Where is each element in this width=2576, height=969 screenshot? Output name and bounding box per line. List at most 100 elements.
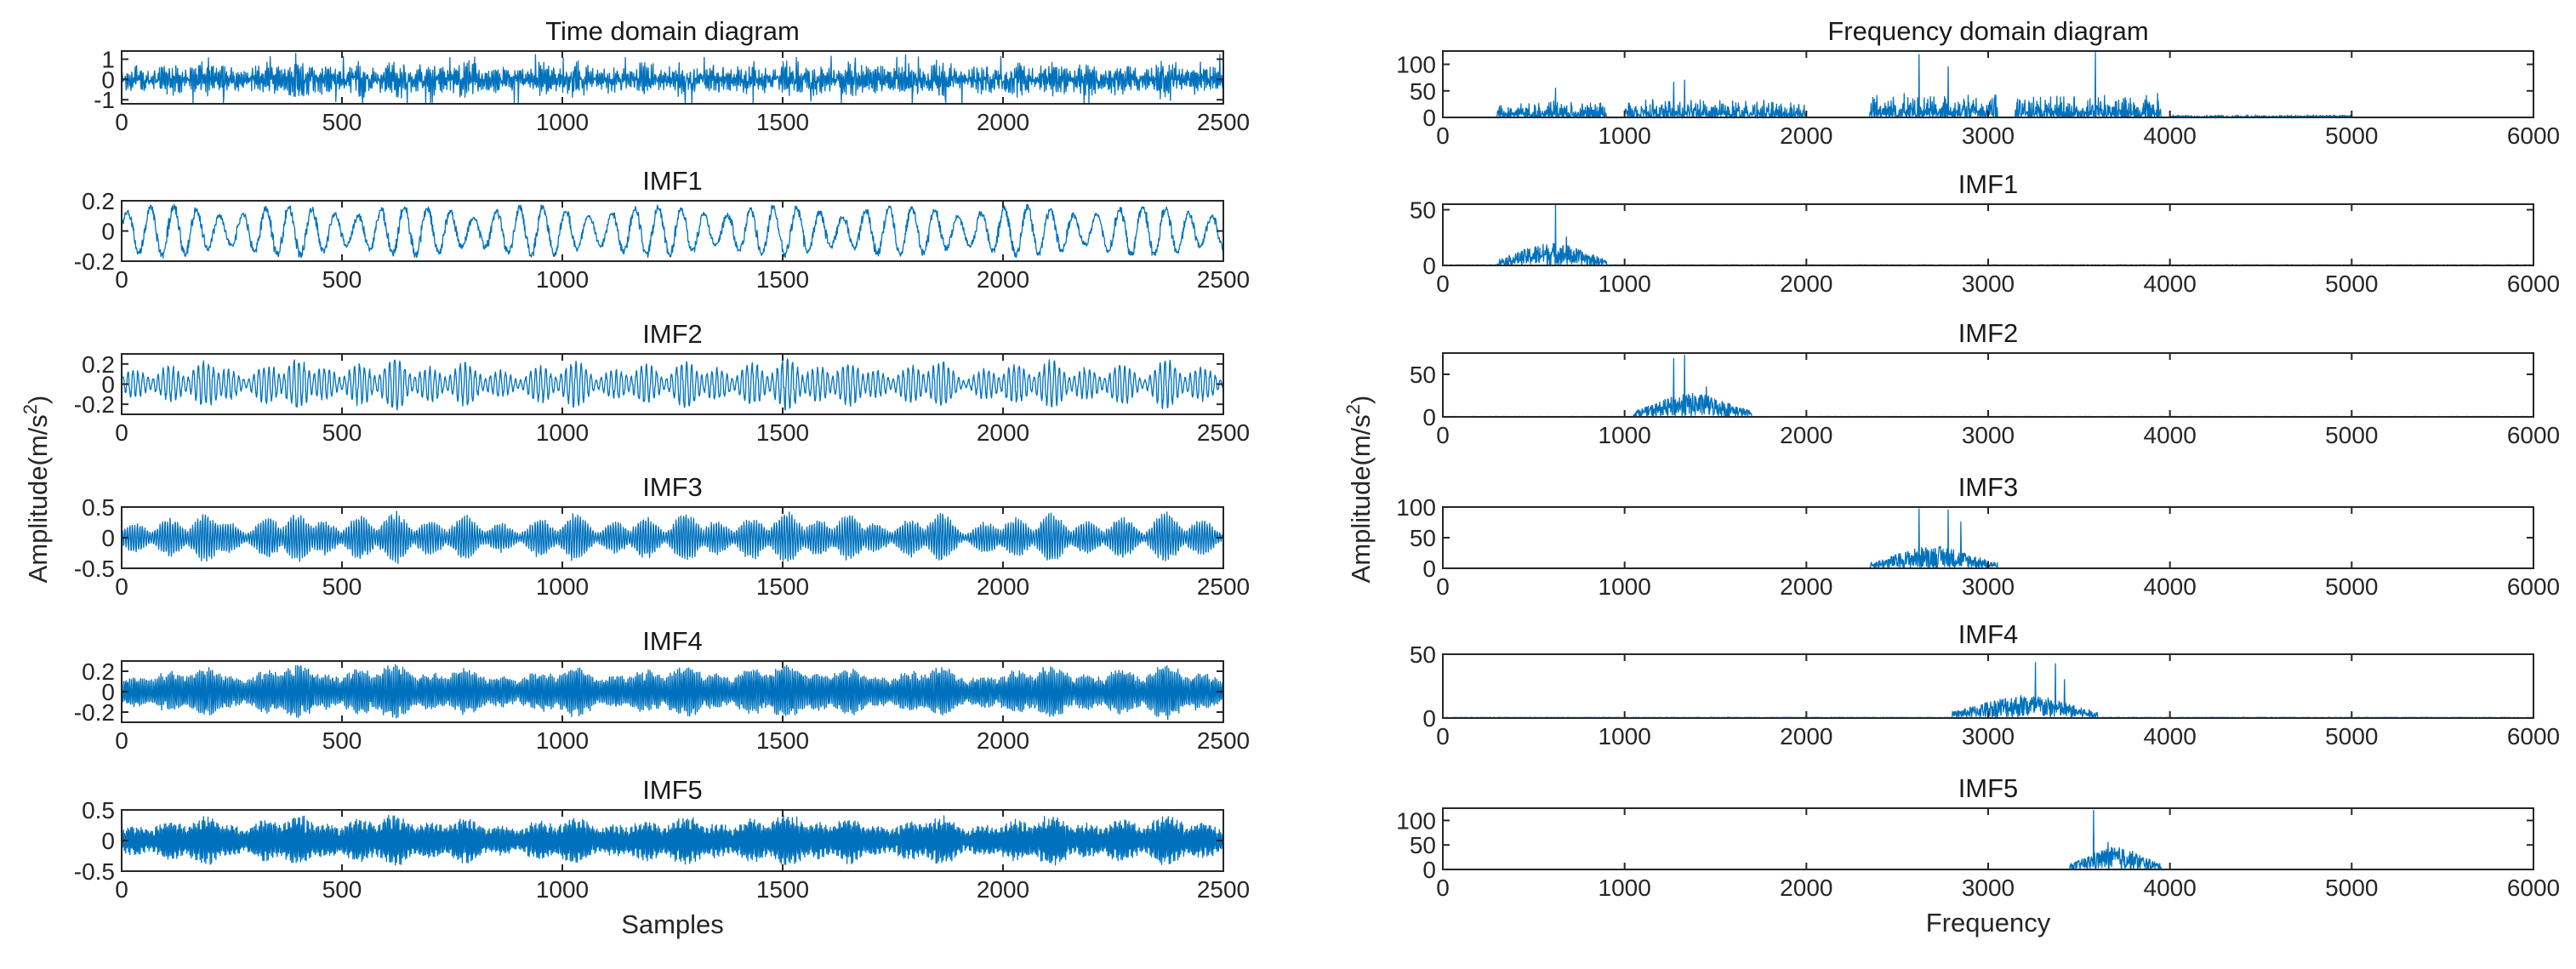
y-tick-label: 1 bbox=[101, 47, 115, 73]
x-tick-label: 6000 bbox=[2507, 573, 2560, 600]
y-tick-label: -0.5 bbox=[74, 858, 115, 885]
spectrum-line-3 bbox=[1442, 508, 2534, 569]
x-axis-label: Frequency bbox=[1926, 908, 2051, 938]
x-tick-label: 4000 bbox=[2144, 875, 2197, 901]
left-y-axis-label-close: ) bbox=[23, 396, 53, 404]
x-tick-label: 1000 bbox=[1599, 573, 1651, 600]
x-tick-label: 0 bbox=[115, 876, 128, 903]
y-tick-label: 50 bbox=[1410, 641, 1436, 668]
y-tick-label: 0.2 bbox=[82, 188, 115, 214]
x-tick-label: 3000 bbox=[1962, 422, 2015, 448]
subplot-title: IMF1 bbox=[1958, 169, 2019, 199]
x-tick-label: 1000 bbox=[1599, 422, 1651, 448]
y-tick-label: -0.2 bbox=[74, 699, 115, 726]
y-tick-label: 100 bbox=[1396, 807, 1436, 834]
signal-line-5 bbox=[121, 814, 1224, 866]
x-tick-label: 2000 bbox=[977, 109, 1029, 135]
x-tick-label: 3000 bbox=[1962, 271, 2015, 297]
x-tick-label: 1000 bbox=[536, 109, 589, 135]
x-tick-label: 6000 bbox=[2507, 271, 2560, 297]
x-tick-label: 2000 bbox=[977, 419, 1029, 446]
subplot-title: Frequency domain diagram bbox=[1827, 16, 2148, 46]
y-tick-label: 50 bbox=[1410, 78, 1436, 105]
x-tick-label: 1000 bbox=[536, 876, 589, 903]
x-tick-label: 2000 bbox=[977, 876, 1029, 903]
y-tick-label: 0 bbox=[101, 219, 115, 245]
x-tick-label: 500 bbox=[322, 727, 362, 754]
y-tick-label: 0 bbox=[1422, 253, 1436, 279]
axes-frame bbox=[1442, 506, 2534, 569]
x-tick-label: 5000 bbox=[2325, 271, 2378, 297]
x-tick-label: 2000 bbox=[1780, 875, 1832, 901]
x-tick-label: 0 bbox=[1436, 723, 1450, 750]
subplot-title: IMF5 bbox=[642, 775, 703, 805]
right-y-axis-label-close: ) bbox=[1346, 396, 1376, 404]
subplot-title: IMF3 bbox=[642, 472, 703, 502]
x-tick-label: 2500 bbox=[1197, 419, 1250, 446]
subplot-title: IMF1 bbox=[642, 166, 703, 196]
x-tick-label: 2500 bbox=[1197, 266, 1250, 293]
x-tick-label: 3000 bbox=[1962, 573, 2015, 600]
x-tick-label: 1500 bbox=[756, 109, 809, 135]
x-tick-label: 3000 bbox=[1962, 723, 2015, 750]
x-tick-label: 2500 bbox=[1197, 727, 1250, 754]
y-tick-label: 100 bbox=[1396, 494, 1436, 521]
y-tick-label: 50 bbox=[1410, 197, 1436, 224]
subplot-title: IMF4 bbox=[642, 626, 703, 656]
right-y-axis-label-superscript: 2 bbox=[1342, 404, 1364, 414]
x-tick-label: 500 bbox=[322, 876, 362, 903]
axes-frame bbox=[1442, 203, 2534, 266]
subplot-title: Time domain diagram bbox=[545, 16, 800, 46]
x-tick-label: 0 bbox=[115, 419, 128, 446]
x-tick-label: 1000 bbox=[1599, 123, 1651, 149]
x-tick-label: 4000 bbox=[2144, 723, 2197, 750]
x-tick-label: 5000 bbox=[2325, 123, 2378, 149]
y-tick-label: 50 bbox=[1410, 525, 1436, 551]
freq-panel-4: 0 1000 2000 3000 4000 5000 6000 50 0 IMF4 bbox=[1410, 619, 2560, 750]
x-tick-label: 4000 bbox=[2144, 123, 2197, 149]
axes-frame bbox=[1442, 352, 2534, 418]
x-tick-label: 2500 bbox=[1197, 573, 1250, 600]
x-tick-label: 5000 bbox=[2325, 573, 2378, 600]
x-tick-label: 1500 bbox=[756, 573, 809, 600]
x-tick-label: 4000 bbox=[2144, 271, 2197, 297]
subplot-title: IMF5 bbox=[1958, 773, 2019, 803]
x-tick-label: 2500 bbox=[1197, 876, 1250, 903]
x-tick-label: 4000 bbox=[2144, 573, 2197, 600]
x-tick-label: 0 bbox=[1436, 875, 1450, 901]
x-tick-label: 6000 bbox=[2507, 875, 2560, 901]
spectrum-line-4 bbox=[1442, 662, 2534, 719]
x-tick-label: 0 bbox=[1436, 573, 1450, 600]
x-tick-label: 6000 bbox=[2507, 123, 2560, 149]
x-tick-label: 1000 bbox=[536, 419, 589, 446]
y-tick-label: 50 bbox=[1410, 832, 1436, 858]
x-tick-label: 5000 bbox=[2325, 875, 2378, 901]
x-tick-label: 1500 bbox=[756, 876, 809, 903]
spectrum-line-2 bbox=[1442, 354, 2534, 418]
y-tick-label: -1 bbox=[94, 87, 115, 113]
x-tick-label: 6000 bbox=[2507, 723, 2560, 750]
left-y-axis-label-text: Amplitude(m/s bbox=[23, 414, 53, 583]
signal-line-1 bbox=[121, 203, 1224, 259]
y-tick-label: 0 bbox=[1422, 105, 1436, 131]
y-tick-label: 0 bbox=[101, 372, 115, 398]
x-tick-label: 0 bbox=[115, 573, 128, 600]
x-tick-label: 1000 bbox=[536, 573, 589, 600]
subplot-title: IMF2 bbox=[1958, 318, 2019, 348]
x-tick-label: 3000 bbox=[1962, 875, 2015, 901]
x-tick-label: 2500 bbox=[1197, 109, 1250, 135]
x-tick-label: 2000 bbox=[977, 266, 1029, 293]
subplot-title: IMF2 bbox=[642, 319, 703, 349]
x-tick-label: 0 bbox=[1436, 422, 1450, 448]
signal-line-3 bbox=[121, 510, 1224, 564]
y-tick-label: -0.5 bbox=[74, 556, 115, 582]
axes-frame bbox=[1442, 807, 2534, 870]
x-tick-label: 0 bbox=[1436, 123, 1450, 149]
x-tick-label: 6000 bbox=[2507, 422, 2560, 448]
